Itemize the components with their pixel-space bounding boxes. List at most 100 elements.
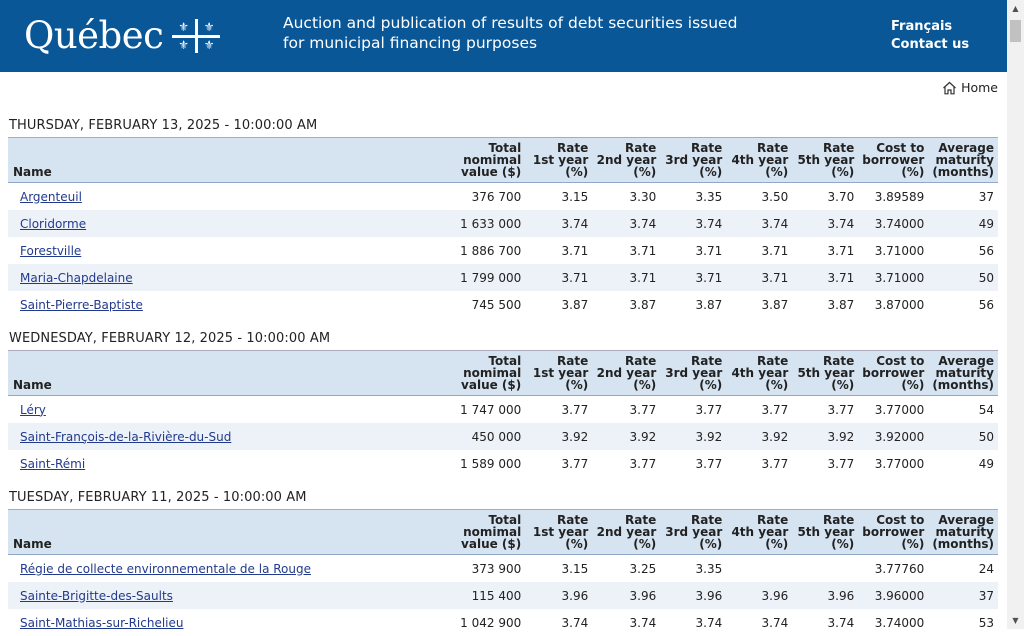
column-header-total[interactable]: Total nomimal value ($) — [392, 509, 526, 555]
column-header-line: 5th year — [797, 366, 855, 380]
fleur-de-lis-flag-icon: ⚜ ⚜ ⚜ ⚜ — [172, 19, 221, 53]
column-header-line: (%) — [765, 378, 789, 392]
column-header-rate4[interactable]: Rate 4th year (%) — [726, 509, 793, 555]
column-header-total[interactable]: Total nomimal value ($) — [392, 350, 526, 396]
language-link[interactable]: Français — [891, 19, 953, 34]
column-header-line: (%) — [565, 165, 589, 179]
column-header-rate4[interactable]: Rate 4th year (%) — [726, 350, 793, 396]
column-header-cost[interactable]: Cost to borrower (%) — [858, 509, 929, 555]
column-header-rate1[interactable]: Rate 1st year (%) — [525, 137, 593, 183]
column-header-rate2[interactable]: Rate 2nd year (%) — [592, 137, 661, 183]
value-cell-r2: 3.25 — [629, 561, 657, 576]
page-title: Auction and publication of results of de… — [283, 14, 738, 52]
municipality-cell: Saint-François-de-la-Rivière-du-Sud — [8, 423, 392, 450]
municipality-link[interactable]: Cloridorme — [20, 216, 87, 231]
municipality-link[interactable]: Saint-Mathias-sur-Richelieu — [20, 615, 184, 630]
column-header-name[interactable]: Name — [8, 350, 393, 396]
column-header-line: nomimal — [463, 153, 522, 167]
value-cell-r1: 3.15 — [561, 189, 589, 204]
table-row: Maria-Chapdelaine 1 799 000 3.71 3.71 3.71 3.… — [8, 264, 998, 291]
column-header-cost[interactable]: Cost to borrower (%) — [858, 137, 929, 183]
value-cell-r3: 3.74 — [695, 216, 723, 231]
value-cell-maturity: 56 — [978, 297, 994, 312]
municipality-link[interactable]: Saint-Rémi — [20, 456, 86, 471]
column-header-line: (%) — [765, 537, 789, 551]
value-cell-cost: 3.74000 — [874, 216, 925, 231]
municipality-link[interactable]: Saint-François-de-la-Rivière-du-Sud — [20, 429, 232, 444]
column-header-line: nomimal — [463, 525, 522, 539]
column-header-name[interactable]: Name — [8, 137, 393, 183]
value-cell-r4: 3.92 — [761, 429, 789, 444]
municipality-link[interactable]: Sainte-Brigitte-des-Saults — [20, 588, 173, 603]
column-header-rate5[interactable]: Rate 5th year (%) — [792, 350, 859, 396]
results-table: Name Total nomimal value ($) Rate 1st year (%)… — [8, 350, 998, 477]
municipality-link[interactable]: Argenteuil — [20, 189, 82, 204]
column-header-line: (%) — [565, 537, 589, 551]
column-header-maturity[interactable]: Average maturity (months) — [928, 137, 998, 183]
column-header-rate4[interactable]: Rate 4th year (%) — [726, 137, 793, 183]
column-header-rate2[interactable]: Rate 2nd year (%) — [592, 509, 661, 555]
municipality-link[interactable]: Régie de collecte environnementale de la… — [20, 561, 311, 576]
value-cell-r2: 3.74 — [629, 216, 657, 231]
quebec-logo[interactable]: Québec ⚜ ⚜ ⚜ ⚜ — [24, 12, 221, 60]
value-cell-r4: 3.50 — [761, 189, 789, 204]
value-cell-r4: 3.77 — [761, 456, 789, 471]
value-cell-total: 1 747 000 — [460, 402, 522, 417]
column-header-line: 2nd year — [596, 525, 657, 539]
column-header-maturity[interactable]: Average maturity (months) — [928, 350, 998, 396]
column-header-line: borrower — [862, 153, 925, 167]
value-cell-cost: 3.77760 — [874, 561, 925, 576]
column-header-line: Rate — [823, 354, 855, 368]
value-cell-r2: 3.71 — [629, 243, 657, 258]
value-cell-r5: 3.71 — [827, 270, 855, 285]
column-header-line: (months) — [932, 165, 994, 179]
municipality-cell: Saint-Mathias-sur-Richelieu — [8, 609, 392, 636]
municipality-link[interactable]: Saint-Pierre-Baptiste — [20, 297, 143, 312]
column-header-rate5[interactable]: Rate 5th year (%) — [792, 137, 859, 183]
home-link[interactable]: Home — [942, 80, 998, 95]
table-row: Saint-Rémi 1 589 000 3.77 3.77 3.77 3.77 3.77 3… — [8, 450, 998, 477]
column-header-line: Cost to — [876, 513, 925, 527]
column-header-rate1[interactable]: Rate 1st year (%) — [525, 350, 593, 396]
table-header-row: Name Total nomimal value ($) Rate 1st year (%)… — [8, 137, 998, 183]
logo-wordmark: Québec — [24, 14, 164, 57]
column-header-rate3[interactable]: Rate 3rd year (%) — [660, 509, 727, 555]
vertical-scrollbar[interactable]: ▲ ▼ — [1007, 0, 1024, 629]
scroll-up-arrow-icon[interactable]: ▲ — [1012, 4, 1019, 13]
municipality-link[interactable]: Léry — [20, 402, 46, 417]
column-header-line: (%) — [633, 378, 657, 392]
column-header-line: borrower — [862, 525, 925, 539]
column-header-total[interactable]: Total nomimal value ($) — [392, 137, 526, 183]
value-cell-r3: 3.96 — [695, 588, 723, 603]
column-header-rate3[interactable]: Rate 3rd year (%) — [660, 137, 727, 183]
column-header-maturity[interactable]: Average maturity (months) — [928, 509, 998, 555]
column-header-line: maturity — [935, 153, 994, 167]
value-cell-r1: 3.15 — [561, 561, 589, 576]
site-header: Québec ⚜ ⚜ ⚜ ⚜ Auction and publication of r… — [0, 0, 1007, 72]
column-header-rate5[interactable]: Rate 5th year (%) — [792, 509, 859, 555]
value-cell-r1: 3.74 — [561, 615, 589, 630]
column-header-rate3[interactable]: Rate 3rd year (%) — [660, 350, 727, 396]
municipality-link[interactable]: Forestville — [20, 243, 82, 258]
results-table: Name Total nomimal value ($) Rate 1st year (%)… — [8, 137, 998, 318]
column-header-line: (%) — [699, 537, 723, 551]
value-cell-cost: 3.87000 — [874, 297, 925, 312]
column-header-line: Average — [938, 354, 994, 368]
scrollbar-thumb[interactable] — [1010, 20, 1021, 42]
column-header-line: value ($) — [461, 165, 522, 179]
column-header-rate1[interactable]: Rate 1st year (%) — [525, 509, 593, 555]
municipality-link[interactable]: Maria-Chapdelaine — [20, 270, 133, 285]
value-cell-total: 115 400 — [471, 588, 522, 603]
value-cell-r4: 3.74 — [761, 216, 789, 231]
column-header-cost[interactable]: Cost to borrower (%) — [858, 350, 929, 396]
column-header-name[interactable]: Name — [8, 509, 393, 555]
value-cell-maturity: 54 — [978, 402, 994, 417]
municipality-cell: Sainte-Brigitte-des-Saults — [8, 582, 392, 609]
column-header-line: Average — [938, 513, 994, 527]
value-cell-r3: 3.74 — [695, 615, 723, 630]
contact-link[interactable]: Contact us — [891, 37, 970, 52]
scroll-down-arrow-icon[interactable]: ▼ — [1012, 616, 1019, 625]
value-cell-cost: 3.71000 — [874, 243, 925, 258]
column-header-line: (%) — [831, 537, 855, 551]
column-header-rate2[interactable]: Rate 2nd year (%) — [592, 350, 661, 396]
